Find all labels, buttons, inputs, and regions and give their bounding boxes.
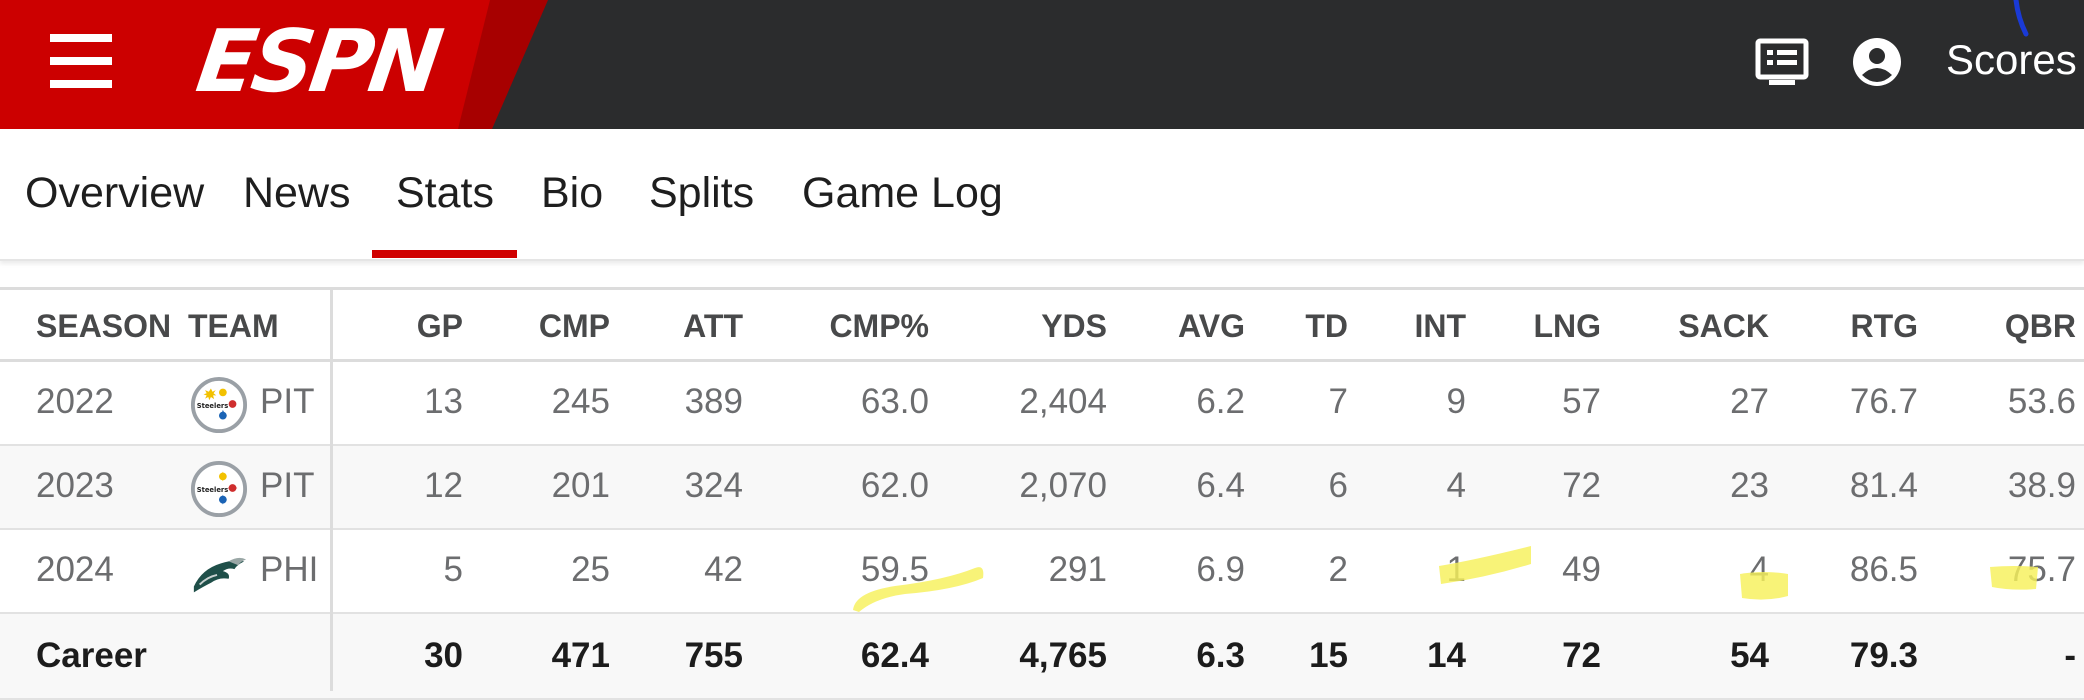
td-cell: 2	[1328, 550, 1348, 589]
col-header-team[interactable]: TEAM	[188, 308, 279, 344]
tab-overview[interactable]: Overview	[25, 169, 205, 217]
qbr-cell: -	[2064, 636, 2076, 675]
yds-cell: 4,765	[1019, 636, 1107, 675]
cmp-cell: 245	[551, 382, 610, 421]
col-header-td[interactable]: TD	[1305, 308, 1348, 344]
active-tab-indicator	[372, 250, 517, 258]
qbr-cell: 53.6	[2007, 382, 2076, 421]
tab-bio[interactable]: Bio	[541, 169, 604, 217]
qbr-cell: 75.7	[2007, 550, 2076, 589]
int-cell: 4	[1446, 466, 1466, 505]
avg-cell: 6.9	[1196, 550, 1245, 589]
table-row: 2024 PHI 5 25 42 59.5 291 6.9 2 1 49 4 8…	[0, 530, 2084, 614]
att-cell: 42	[704, 550, 743, 589]
svg-text:Steelers: Steelers	[197, 402, 228, 410]
col-header-yds[interactable]: YDS	[1041, 308, 1107, 344]
player-tabs: Overview News Stats Bio Splits Game Log	[0, 129, 2084, 261]
season-cell: 2022	[36, 382, 114, 421]
espn-logo[interactable]: ESPN	[190, 12, 445, 112]
tab-news[interactable]: News	[243, 169, 351, 217]
steelers-logo[interactable]: Steelers	[190, 376, 248, 434]
gp-cell: 5	[443, 550, 463, 589]
col-header-int[interactable]: INT	[1414, 308, 1466, 344]
att-cell: 324	[684, 466, 743, 505]
team-link[interactable]: PHI	[260, 550, 319, 589]
cmp-cell: 471	[551, 636, 610, 675]
lng-cell: 49	[1562, 550, 1601, 589]
sack-cell: 4	[1749, 550, 1769, 589]
team-link[interactable]: PIT	[260, 466, 315, 505]
col-header-cmp[interactable]: CMP	[538, 308, 610, 344]
top-nav-bar: ESPN Scores	[0, 0, 2084, 129]
profile-icon[interactable]	[1852, 37, 1902, 92]
tab-game-log[interactable]: Game Log	[802, 169, 1003, 217]
lng-cell: 72	[1562, 636, 1601, 675]
cmp-pct-cell: 59.5	[860, 550, 929, 589]
tab-splits[interactable]: Splits	[649, 169, 755, 217]
int-cell: 9	[1446, 382, 1466, 421]
season-cell: 2023	[36, 466, 114, 505]
cmp-pct-cell: 62.4	[860, 636, 929, 675]
cmp-pct-cell: 63.0	[860, 382, 929, 421]
avg-cell: 6.3	[1196, 636, 1245, 675]
att-cell: 389	[684, 382, 743, 421]
season-cell: 2024	[36, 550, 114, 589]
gp-cell: 12	[424, 466, 463, 505]
cmp-pct-cell: 62.0	[860, 466, 929, 505]
rtg-cell: 79.3	[1849, 636, 1918, 675]
cmp-cell: 201	[551, 466, 610, 505]
yds-cell: 2,070	[1019, 466, 1107, 505]
team-link[interactable]: PIT	[260, 382, 315, 421]
col-header-gp[interactable]: GP	[416, 308, 463, 344]
col-header-lng[interactable]: LNG	[1533, 308, 1601, 344]
lng-cell: 57	[1562, 382, 1601, 421]
tab-stats[interactable]: Stats	[396, 169, 494, 217]
col-header-season[interactable]: SEASON	[36, 308, 172, 344]
col-header-avg[interactable]: AVG	[1178, 308, 1245, 344]
gp-cell: 13	[424, 382, 463, 421]
eagles-logo[interactable]	[190, 544, 248, 602]
lng-cell: 72	[1562, 466, 1601, 505]
rtg-cell: 76.7	[1849, 382, 1918, 421]
menu-icon[interactable]	[50, 34, 112, 90]
col-header-sack[interactable]: SACK	[1678, 308, 1769, 344]
stats-table: SEASON TEAM GP CMP ATT CMP% YDS AVG TD I…	[0, 287, 2084, 700]
scores-link[interactable]: Scores	[1946, 36, 2077, 83]
td-cell: 7	[1328, 382, 1348, 421]
cmp-cell: 25	[571, 550, 610, 589]
int-cell: 14	[1427, 636, 1466, 675]
col-header-att[interactable]: ATT	[683, 308, 743, 344]
table-header-row: SEASON TEAM GP CMP ATT CMP% YDS AVG TD I…	[0, 290, 2084, 362]
rtg-cell: 81.4	[1849, 466, 1918, 505]
news-feed-icon[interactable]	[1755, 38, 1809, 93]
steelers-logo[interactable]: Steelers	[190, 460, 248, 518]
table-row: 2023 Steelers PIT 12 201 324 62.0 2,070 …	[0, 446, 2084, 530]
att-cell: 755	[684, 636, 743, 675]
qbr-cell: 38.9	[2007, 466, 2076, 505]
frozen-column-divider	[330, 287, 333, 691]
col-header-cmp-pct[interactable]: CMP%	[829, 308, 929, 344]
td-cell: 15	[1309, 636, 1348, 675]
int-cell: 1	[1446, 550, 1466, 589]
avg-cell: 6.2	[1196, 382, 1245, 421]
career-totals-row: Career 30 471 755 62.4 4,765 6.3 15 14 7…	[0, 614, 2084, 700]
sack-cell: 23	[1730, 466, 1769, 505]
avg-cell: 6.4	[1196, 466, 1245, 505]
yds-cell: 2,404	[1019, 382, 1107, 421]
rtg-cell: 86.5	[1849, 550, 1918, 589]
career-label: Career	[36, 636, 147, 675]
svg-text:Steelers: Steelers	[197, 486, 228, 494]
td-cell: 6	[1328, 466, 1348, 505]
sack-cell: 27	[1730, 382, 1769, 421]
table-row: 2022 Steelers PIT 13 245 389 63.0 2,404 …	[0, 362, 2084, 446]
col-header-qbr[interactable]: QBR	[2004, 308, 2076, 344]
sack-cell: 54	[1730, 636, 1769, 675]
yds-cell: 291	[1048, 550, 1107, 589]
col-header-rtg[interactable]: RTG	[1850, 308, 1918, 344]
gp-cell: 30	[424, 636, 463, 675]
